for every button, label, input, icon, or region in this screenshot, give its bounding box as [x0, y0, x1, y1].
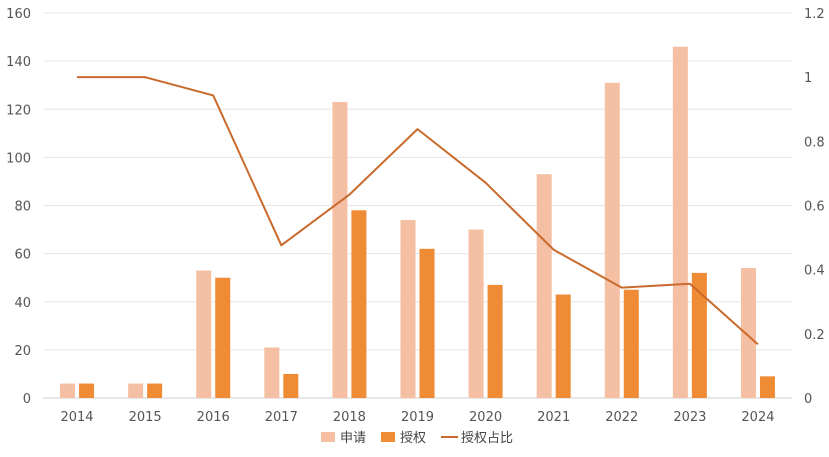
x-tick-label: 2015	[129, 410, 162, 425]
bar-apply	[196, 270, 212, 398]
right-tick-label: 0	[804, 392, 812, 407]
bar-apply	[332, 102, 348, 398]
left-tick-label: 120	[6, 103, 31, 118]
bar-grant	[79, 383, 95, 398]
x-tick-label: 2020	[469, 410, 502, 425]
right-tick-label: 0.6	[804, 200, 825, 215]
bar-apply	[468, 229, 484, 398]
bar-apply	[604, 82, 620, 398]
legend-swatch-apply	[321, 432, 335, 442]
x-tick-label: 2014	[60, 410, 93, 425]
x-axis-ticks: 2014 2015 2016 2017 2018 2019 2020 2021 2022 2023…	[60, 410, 774, 425]
legend-swatch-grant	[381, 432, 395, 442]
legend-label-apply: 申请	[340, 431, 366, 446]
legend-label-ratio: 授权占比	[461, 430, 513, 446]
right-tick-label: 1	[804, 71, 812, 86]
x-tick-label: 2023	[673, 410, 706, 425]
ratio-line	[77, 76, 759, 346]
x-tick-label: 2024	[741, 410, 774, 425]
bar-apply	[740, 268, 756, 398]
left-tick-label: 20	[14, 344, 31, 359]
bar-grant	[487, 284, 503, 398]
bar-grant	[147, 383, 163, 398]
left-tick-label: 140	[6, 55, 31, 70]
bar-apply	[264, 347, 280, 398]
bar-apply	[60, 383, 76, 398]
bar-grant	[283, 373, 299, 398]
legend: 申请 授权 授权占比	[321, 430, 513, 446]
legend-label-grant: 授权	[400, 430, 426, 446]
bar-apply	[536, 174, 552, 398]
bar-apply	[400, 219, 416, 398]
bar-grant	[759, 376, 775, 398]
bar-grant	[623, 289, 639, 398]
right-tick-label: 0.4	[804, 264, 825, 279]
right-tick-label: 0.2	[804, 328, 825, 343]
bar-grant	[419, 248, 435, 398]
left-tick-label: 80	[14, 200, 31, 215]
x-tick-label: 2018	[333, 410, 366, 425]
bar-grant	[555, 294, 571, 398]
left-axis-ticks: 0 20 40 60 80 100 120 140 160	[6, 7, 31, 407]
bar-grant	[691, 272, 707, 398]
right-tick-label: 0.8	[804, 135, 825, 150]
right-tick-label: 1.2	[804, 7, 825, 22]
x-tick-label: 2022	[605, 410, 638, 425]
gridlines	[43, 12, 792, 399]
bar-grant	[351, 210, 367, 398]
x-tick-label: 2016	[197, 410, 230, 425]
left-tick-label: 100	[6, 151, 31, 166]
bar-grant	[215, 277, 231, 398]
x-tick-label: 2019	[401, 410, 434, 425]
bar-apply	[128, 383, 144, 398]
ratio-line-group	[77, 76, 759, 346]
left-tick-label: 160	[6, 7, 31, 22]
left-tick-label: 0	[23, 392, 31, 407]
x-tick-label: 2017	[265, 410, 298, 425]
bar-apply	[672, 46, 688, 398]
left-tick-label: 40	[14, 296, 31, 311]
bars	[60, 46, 775, 398]
x-tick-label: 2021	[537, 410, 570, 425]
left-tick-label: 60	[14, 248, 31, 263]
right-axis-ticks: 0 0.2 0.4 0.6 0.8 1 1.2	[804, 7, 825, 407]
